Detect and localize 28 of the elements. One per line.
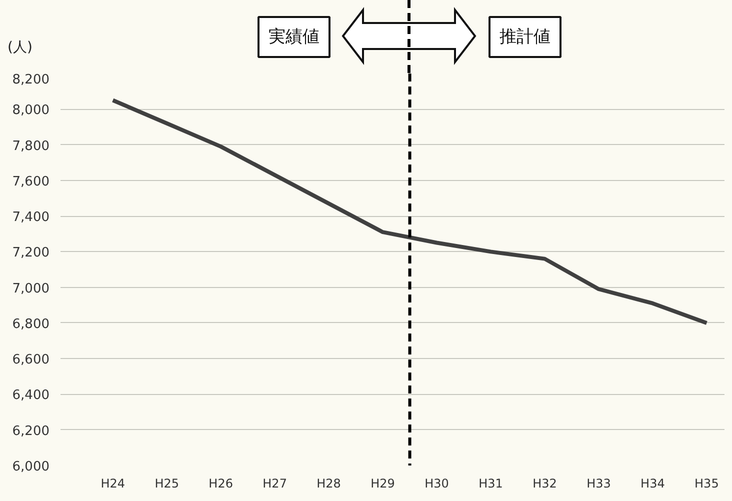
y-tick-label: 6,000 bbox=[12, 460, 50, 474]
line-series bbox=[110, 98, 709, 325]
y-tick-label: 6,800 bbox=[12, 316, 50, 332]
text: 実績値 bbox=[268, 27, 320, 47]
y-tick-label: 7,800 bbox=[12, 138, 50, 154]
x-tick-label: H26 bbox=[208, 476, 233, 490]
y-tick-label: 8,000 bbox=[12, 103, 50, 118]
x-tick-label: H35 bbox=[694, 476, 719, 490]
y-tick-label: 6,600 bbox=[12, 352, 50, 368]
x-tick-label: H28 bbox=[316, 476, 341, 490]
x-tick-label: H30 bbox=[424, 476, 449, 490]
y-tick-label: 7,600 bbox=[12, 174, 50, 190]
y-tick-label: 7,200 bbox=[12, 246, 50, 261]
x-tick-label: H32 bbox=[532, 476, 557, 490]
y-tick-label: 6,200 bbox=[12, 424, 50, 439]
y-tick-label: 7,000 bbox=[12, 281, 50, 296]
y-tick-label: 6,400 bbox=[12, 388, 50, 404]
y-axis-title: (人) bbox=[8, 39, 32, 56]
x-tick-label: H24 bbox=[100, 476, 126, 490]
x-tick-label: H34 bbox=[640, 476, 665, 490]
x-tick-label: H33 bbox=[586, 476, 611, 490]
x-tick-label: H31 bbox=[478, 476, 503, 490]
y-tick-label: 8,200 bbox=[12, 72, 50, 88]
text: 推計値 bbox=[500, 27, 550, 47]
x-tick-label: H27 bbox=[262, 476, 287, 490]
x-tick-label: H29 bbox=[370, 476, 395, 490]
y-tick-label: 7,400 bbox=[12, 210, 50, 226]
x-tick-label: H25 bbox=[154, 476, 179, 490]
